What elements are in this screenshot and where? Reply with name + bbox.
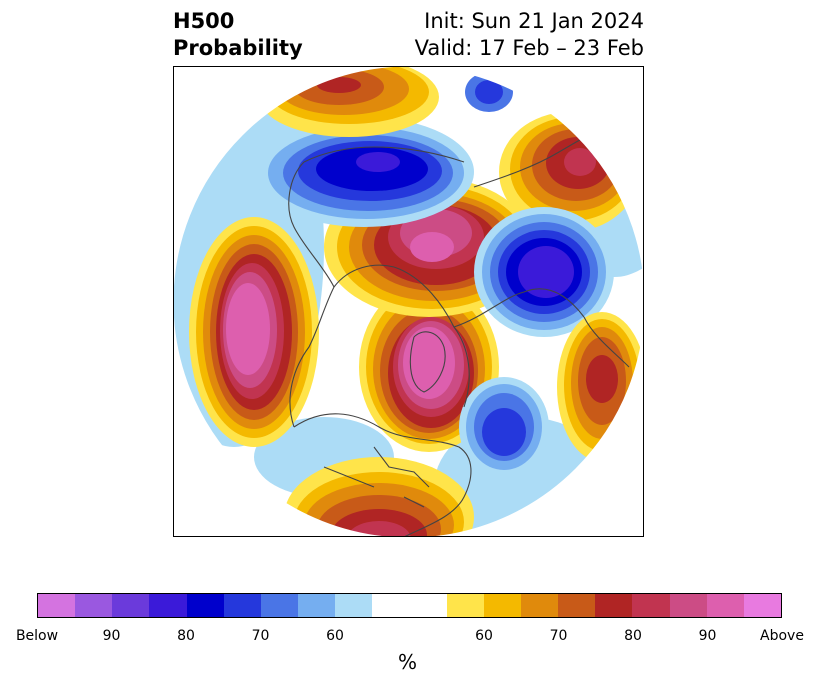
chart-title: H500 Probability (173, 8, 303, 62)
colorbar-tick-label: 70 (251, 628, 270, 644)
colorbar-tick-label: Below (15, 628, 59, 644)
colorbar-neutral-segment (372, 594, 447, 617)
anomaly-south-usa-above (284, 457, 474, 536)
init-date: Init: Sun 21 Jan 2024 (424, 9, 644, 33)
colorbar-tick-label: Above (760, 628, 804, 644)
colorbar-below-segment (112, 594, 150, 617)
valid-period: Valid: 17 Feb – 23 Feb (414, 36, 644, 60)
colorbar-above-segment (669, 594, 707, 617)
anomaly-bering-above (189, 217, 319, 447)
colorbar-above-segment (483, 594, 522, 617)
colorbar-below-segment (260, 594, 299, 617)
forecast-dates: Init: Sun 21 Jan 2024 Valid: 17 Feb – 23… (415, 8, 644, 62)
colorbar-tick-label: 80 (624, 628, 642, 644)
colorbar (37, 593, 782, 618)
title-line-1: H500 (173, 9, 235, 33)
anomaly-arctic-above (359, 282, 499, 452)
colorbar-tick-label: 60 (475, 628, 493, 644)
colorbar-tick-label: 60 (326, 628, 344, 644)
colorbar-below-segment (149, 594, 187, 617)
colorbar-tick-label: 70 (549, 628, 568, 644)
anomaly-mid-atlantic-below (459, 377, 549, 477)
colorbar-tick-label: 90 (102, 628, 121, 644)
title-line-2: Probability (173, 36, 303, 60)
colorbar-tick-label: 90 (698, 628, 717, 644)
colorbar-above-segment (743, 594, 782, 617)
colorbar-below-segment (223, 594, 261, 617)
anomaly-atlantic-below (474, 207, 614, 337)
map-canvas (174, 67, 643, 536)
colorbar-below-segment (298, 594, 336, 617)
colorbar-above-segment (446, 594, 484, 617)
colorbar-above-segment (521, 594, 559, 617)
colorbar-below-segment (75, 594, 113, 617)
colorbar-unit: % (398, 650, 418, 674)
coastlines (288, 116, 630, 536)
colorbar-below-segment (186, 594, 224, 617)
colorbar-below-segment (38, 594, 76, 617)
colorbar-above-segment (558, 594, 596, 617)
colorbar-above-segment (632, 594, 670, 617)
colorbar-above-segment (706, 594, 744, 617)
colorbar-tick-label: 80 (177, 628, 195, 644)
colorbar-above-segment (595, 594, 633, 617)
colorbar-below-segment (335, 594, 373, 617)
anomaly-north-siberia-below (254, 117, 474, 227)
probability-map (173, 66, 644, 537)
